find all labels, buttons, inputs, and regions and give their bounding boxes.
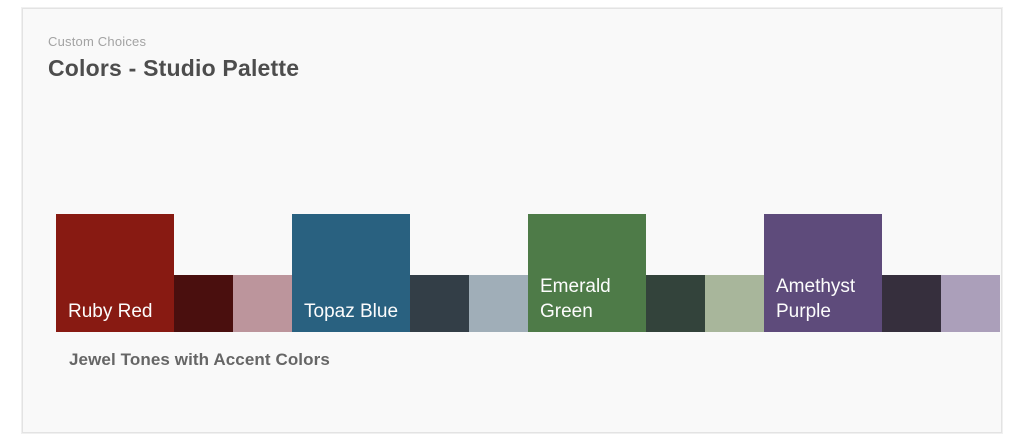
light-accent-swatch[interactable] bbox=[469, 275, 528, 332]
palette-group: Ruby Red bbox=[56, 214, 292, 332]
main-color-swatch[interactable]: Amethyst Purple bbox=[764, 214, 882, 332]
light-accent-swatch[interactable] bbox=[705, 275, 764, 332]
light-accent-swatch[interactable] bbox=[941, 275, 1000, 332]
palette-caption: Jewel Tones with Accent Colors bbox=[69, 350, 330, 369]
dark-accent-swatch[interactable] bbox=[882, 275, 941, 332]
dark-accent-swatch[interactable] bbox=[174, 275, 233, 332]
main-color-swatch[interactable]: Topaz Blue bbox=[292, 214, 410, 332]
swatch-label: Emerald Green bbox=[540, 275, 611, 322]
card-eyebrow: Custom Choices bbox=[48, 34, 147, 49]
dark-accent-swatch[interactable] bbox=[410, 275, 469, 332]
swatch-label: Ruby Red bbox=[68, 300, 153, 322]
palette-group: Emerald Green bbox=[528, 214, 764, 332]
swatch-label: Topaz Blue bbox=[304, 300, 399, 322]
dark-accent-swatch[interactable] bbox=[646, 275, 705, 332]
swatch-row: Ruby Red Topaz Blue Emerald Green Amethy… bbox=[56, 214, 1000, 332]
card-header: Custom Choices Colors - Studio Palette bbox=[48, 34, 299, 82]
main-color-swatch[interactable]: Ruby Red bbox=[56, 214, 174, 332]
swatch-label: Amethyst Purple bbox=[776, 275, 856, 322]
main-color-swatch[interactable]: Emerald Green bbox=[528, 214, 646, 332]
palette-group: Amethyst Purple bbox=[764, 214, 1000, 332]
palette-card: Custom Choices Colors - Studio Palette R… bbox=[22, 8, 1002, 433]
palette-group: Topaz Blue bbox=[292, 214, 528, 332]
light-accent-swatch[interactable] bbox=[233, 275, 292, 332]
page-title: Colors - Studio Palette bbox=[48, 55, 300, 81]
